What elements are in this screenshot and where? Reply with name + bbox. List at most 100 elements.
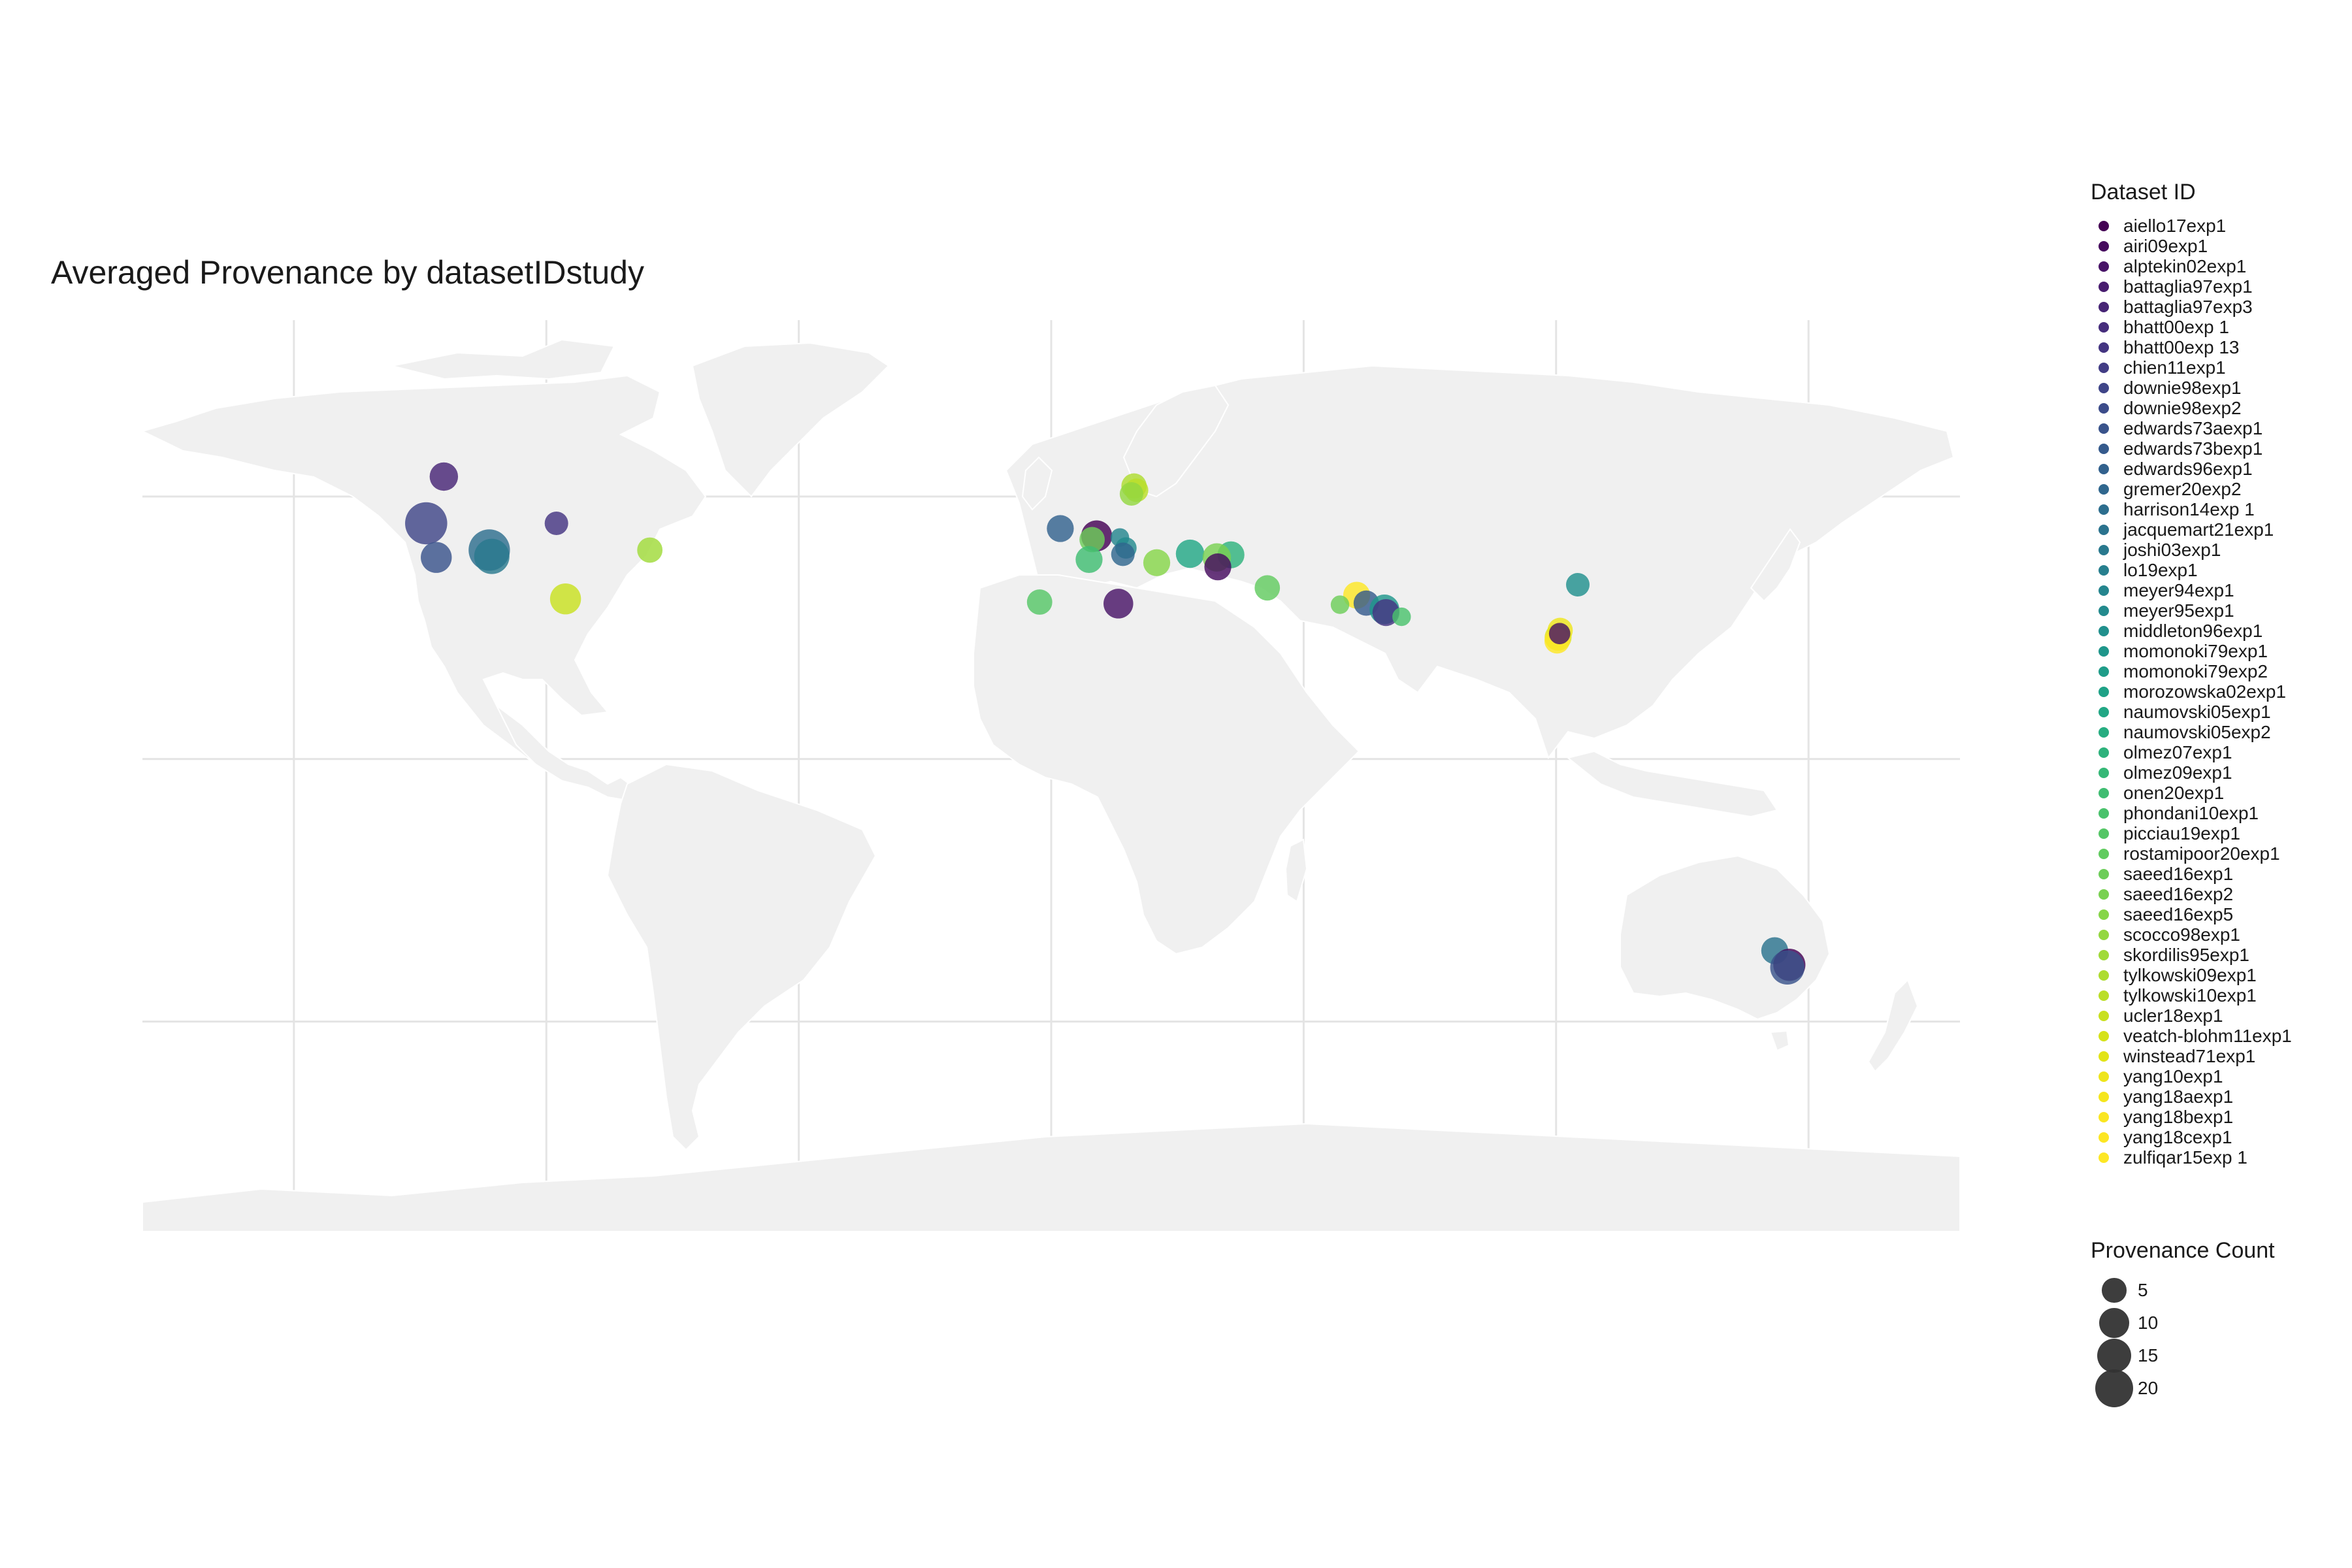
land-greenland (691, 342, 890, 498)
legend-label: rostamipoor20exp1 (2123, 843, 2280, 864)
provenance-point (1143, 549, 1171, 576)
provenance-count-legend-title: Provenance Count (2091, 1238, 2275, 1263)
legend-label: veatch-blohm11exp1 (2123, 1025, 2292, 1046)
land-madagascar (1284, 838, 1308, 903)
legend-label: meyer94exp1 (2123, 580, 2234, 600)
legend-item: picciau19exp1 (2091, 823, 2345, 843)
dataset-id-legend-items: aiello17exp1 airi09exp1 alptekin02exp1 batt… (2091, 216, 2345, 1168)
provenance-point (429, 462, 459, 491)
legend-label: yang18aexp1 (2123, 1086, 2234, 1107)
legend-label: lo19exp1 (2123, 559, 2198, 580)
provenance-point (1204, 553, 1232, 581)
legend-swatch (2099, 808, 2109, 819)
legend-item: tylkowski09exp1 (2091, 965, 2345, 985)
legend-label: scocco98exp1 (2123, 924, 2241, 945)
legend-label: bhatt00exp 13 (2123, 336, 2240, 357)
legend-item: chien11exp1 (2091, 357, 2345, 378)
legend-swatch (2099, 686, 2109, 697)
legend-item: saeed16exp5 (2091, 904, 2345, 924)
provenance-point (549, 583, 581, 615)
provenance-point (1548, 623, 1571, 645)
land-tasmania (1769, 1030, 1790, 1052)
dataset-id-legend: Dataset ID aiello17exp1 airi09exp1 alpteki… (2091, 180, 2345, 1168)
legend-label: battaglia97exp1 (2123, 276, 2253, 297)
legend-item: lo19exp1 (2091, 560, 2345, 580)
legend-item: saeed16exp2 (2091, 884, 2345, 904)
legend-swatch (2099, 929, 2109, 940)
legend-label: momonoki79exp1 (2123, 640, 2268, 661)
legend-item: naumovski05exp1 (2091, 702, 2345, 722)
legend-label: morozowska02exp1 (2123, 681, 2287, 702)
legend-item: meyer95exp1 (2091, 600, 2345, 621)
legend-item: scocco98exp1 (2091, 924, 2345, 945)
legend-swatch (2099, 240, 2109, 252)
legend-swatch (2099, 727, 2109, 738)
provenance-point (1026, 589, 1053, 615)
size-legend-item: 15 (2091, 1338, 2287, 1373)
legend-item: phondani10exp1 (2091, 803, 2345, 823)
legend-label: edwards73aexp1 (2123, 417, 2263, 438)
legend-label: meyer95exp1 (2123, 600, 2234, 621)
legend-swatch (2099, 747, 2109, 758)
legend-swatch (2099, 666, 2109, 677)
legend-swatch (2099, 868, 2109, 879)
provenance-point (1079, 527, 1105, 553)
legend-label: jacquemart21exp1 (2123, 519, 2274, 540)
provenance-point (1254, 575, 1281, 601)
dataset-id-legend-title: Dataset ID (2091, 180, 2196, 204)
legend-item: momonoki79exp1 (2091, 641, 2345, 661)
legend-swatch (2099, 949, 2109, 960)
land-eurasia (1005, 365, 1955, 760)
plot-title: Averaged Provenance by datasetIDstudy (51, 254, 644, 291)
legend-label: saeed16exp1 (2123, 863, 2234, 884)
legend-item: skordilis95exp1 (2091, 945, 2345, 965)
provenance-point (1770, 950, 1805, 985)
legend-label: bhatt00exp 1 (2123, 316, 2229, 337)
land-japan (1750, 528, 1801, 602)
land-north-america (140, 374, 707, 776)
legend-swatch (2099, 645, 2109, 657)
legend-item: winstead71exp1 (2091, 1046, 2345, 1066)
legend-item: zulfiqar15exp 1 (2091, 1147, 2345, 1168)
legend-label: middleton96exp1 (2123, 620, 2263, 641)
legend-swatch (2099, 402, 2109, 414)
legend-item: joshi03exp1 (2091, 540, 2345, 560)
legend-label: battaglia97exp3 (2123, 296, 2253, 317)
land-scandinavia (1122, 384, 1230, 498)
legend-swatch (2099, 281, 2109, 292)
size-legend-dot (2095, 1369, 2134, 1408)
legend-item: yang18aexp1 (2091, 1086, 2345, 1107)
size-legend-dot (2099, 1308, 2129, 1338)
legend-swatch (2099, 443, 2109, 454)
legend-label: onen20exp1 (2123, 782, 2225, 803)
provenance-point (1047, 515, 1074, 542)
legend-item: olmez07exp1 (2091, 742, 2345, 762)
land-south-america (606, 763, 877, 1151)
legend-item: naumovski05exp2 (2091, 722, 2345, 742)
provenance-count-legend-items: 5 10 15 20 (2091, 1274, 2287, 1408)
provenance-point (1119, 482, 1143, 506)
legend-item: yang18cexp1 (2091, 1127, 2345, 1147)
legend-label: naumovski05exp2 (2123, 721, 2271, 742)
legend-swatch (2099, 1091, 2109, 1102)
provenance-point (421, 542, 452, 573)
legend-swatch (2099, 706, 2109, 717)
legend-label: skordilis95exp1 (2123, 944, 2249, 965)
legend-label: alptekin02exp1 (2123, 255, 2247, 276)
legend-swatch (2099, 544, 2109, 555)
legend-item: momonoki79exp2 (2091, 661, 2345, 681)
legend-label: chien11exp1 (2123, 357, 2226, 378)
legend-swatch (2099, 1132, 2109, 1143)
legend-swatch (2099, 524, 2109, 535)
legend-label: joshi03exp1 (2123, 539, 2221, 560)
land-africa (973, 574, 1360, 955)
legend-item: gremer20exp2 (2091, 479, 2345, 499)
size-legend-dot (2097, 1338, 2132, 1373)
legend-label: edwards73bexp1 (2123, 438, 2263, 459)
size-legend-label: 15 (2138, 1345, 2159, 1365)
legend-swatch (2099, 767, 2109, 778)
provenance-point (1075, 546, 1103, 574)
provenance-point (1111, 542, 1135, 566)
legend-item: edwards96exp1 (2091, 459, 2345, 479)
legend-swatch (2099, 483, 2109, 495)
